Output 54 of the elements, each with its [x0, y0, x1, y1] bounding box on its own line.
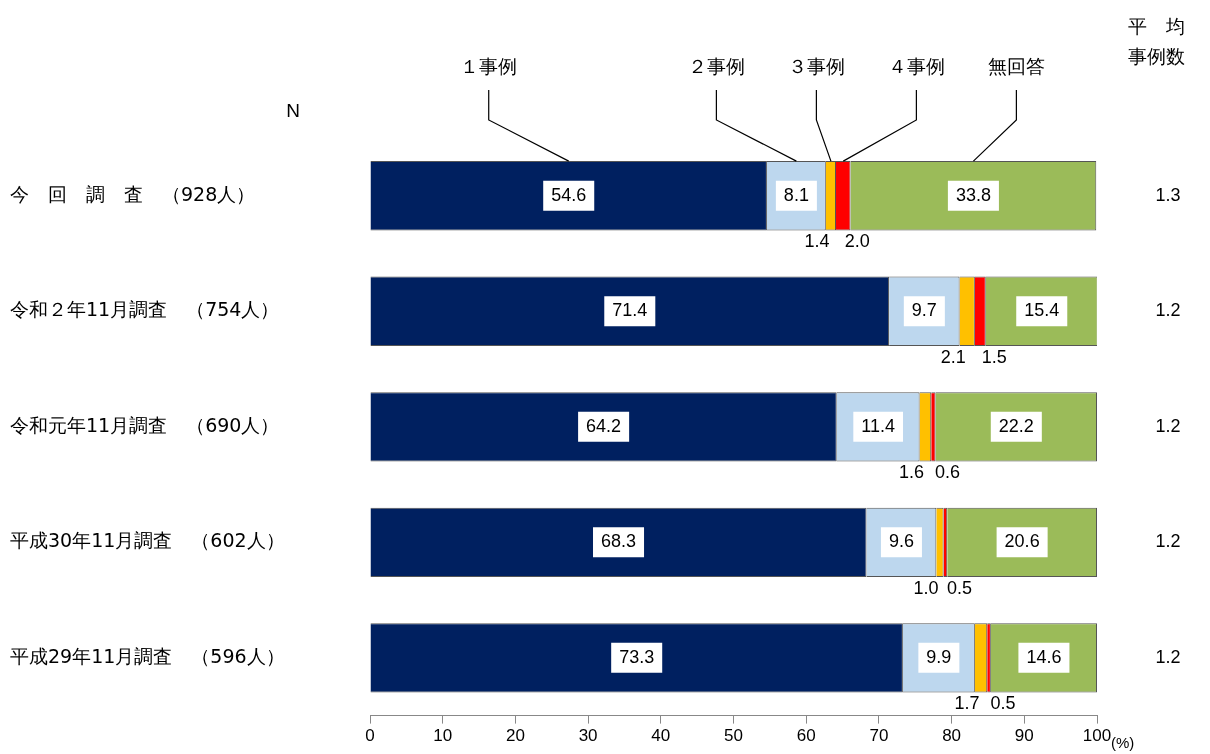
data-label: 14.6	[1026, 646, 1062, 667]
data-label: 1.6	[898, 462, 924, 483]
y-axis-title: N	[286, 100, 300, 122]
y-tick-label: 今 回 調 査 （928人）	[10, 182, 256, 205]
data-label: 2.1	[940, 346, 966, 367]
text: 1.2	[1155, 531, 1181, 552]
data-label: 73.3	[619, 646, 655, 667]
data-label: 64.2	[586, 415, 622, 436]
text: ４事例	[887, 54, 945, 77]
data-label: 15.4	[1024, 300, 1060, 321]
data-label: 1.5	[981, 346, 1007, 367]
data-label: 20.6	[1004, 531, 1040, 552]
x-tick-label: 30	[578, 726, 598, 746]
text: ２事例	[687, 54, 745, 77]
text: １事例	[460, 54, 518, 77]
data-label: 9.9	[926, 646, 952, 667]
x-tick-label: 70	[869, 726, 889, 746]
data-label: 68.3	[601, 531, 637, 552]
x-tick-label: 60	[796, 726, 816, 746]
x-tick-label: 0	[365, 726, 375, 746]
data-label: 0.5	[990, 693, 1016, 714]
x-tick-label: 20	[505, 726, 525, 746]
y-tick-label: 令和元年11月調査 （690人）	[10, 413, 280, 436]
text: 1.2	[1155, 415, 1181, 436]
data-label: 9.6	[888, 531, 914, 552]
data-label: 1.0	[913, 577, 939, 598]
y-tick-label: 令和２年11月調査 （754人）	[10, 298, 280, 321]
text: 1.3	[1155, 184, 1181, 205]
x-tick-label: 90	[1014, 726, 1034, 746]
x-axis-title: (%)	[1111, 733, 1135, 751]
y-tick-label: 平成29年11月調査 （596人）	[10, 644, 285, 667]
data-label: 54.6	[551, 184, 587, 205]
text: 1.2	[1155, 300, 1181, 321]
y2-axis-title: 平 均事例数	[1128, 14, 1185, 67]
data-label: 11.4	[861, 415, 896, 436]
data-label: 1.4	[804, 231, 830, 252]
data-label: 0.5	[946, 577, 972, 598]
data-label: 9.7	[911, 300, 937, 321]
x-tick-label: 10	[433, 726, 453, 746]
x-tick-label: 40	[651, 726, 671, 746]
x-tick-label: 50	[724, 726, 743, 746]
data-label: 71.4	[612, 300, 648, 321]
data-label: 22.2	[998, 415, 1034, 436]
x-tick-label: 80	[942, 726, 962, 746]
data-label: 1.7	[954, 693, 980, 714]
text: 無回答	[987, 54, 1045, 77]
data-label: 33.8	[955, 184, 991, 205]
data-label: 0.6	[934, 462, 960, 483]
data-label: 2.0	[844, 231, 870, 252]
y-tick-label: 平成30年11月調査 （602人）	[10, 529, 285, 552]
x-tick-label: 100	[1082, 726, 1112, 746]
data-label: 8.1	[783, 184, 809, 205]
text: 1.2	[1155, 646, 1181, 667]
text: ３事例	[787, 54, 845, 77]
